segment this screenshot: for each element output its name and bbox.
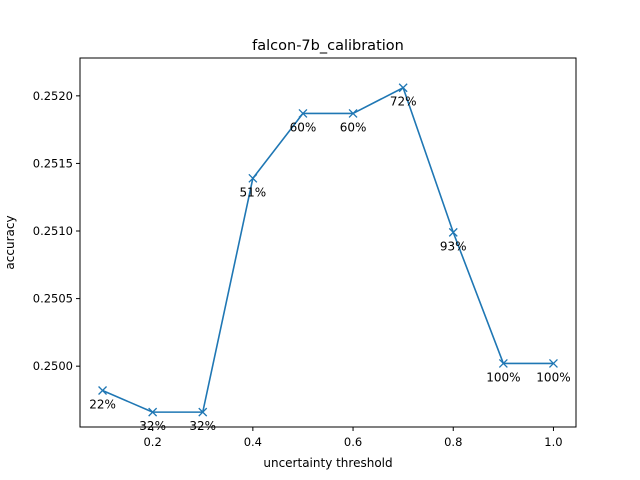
chart-title: falcon-7b_calibration — [252, 38, 404, 54]
data-point-marker — [398, 83, 408, 93]
data-label: 60% — [290, 120, 317, 134]
series-line — [102, 86, 554, 413]
data-label: 60% — [340, 120, 367, 134]
y-tick-label: 0.2505 — [33, 292, 73, 306]
x-tick-label: 0.4 — [244, 435, 262, 449]
data-point-marker — [348, 108, 358, 118]
x-tick-label: 0.6 — [344, 435, 362, 449]
data-point-marker — [498, 359, 508, 368]
data-label: 100% — [486, 370, 520, 384]
data-point-marker — [98, 386, 108, 395]
data-point-marker — [448, 227, 458, 237]
x-tick-label: 1.0 — [544, 435, 562, 449]
x-axis-label: uncertainty threshold — [263, 456, 392, 470]
data-label: 100% — [536, 370, 570, 384]
data-label: 93% — [440, 239, 467, 253]
plot-frame — [79, 57, 577, 428]
data-label: 72% — [390, 95, 417, 109]
data-label: 22% — [89, 398, 116, 412]
data-label: 32% — [189, 419, 216, 433]
data-point-marker — [148, 407, 158, 417]
data-label: 51% — [240, 185, 267, 199]
x-tick-label: 0.2 — [143, 435, 161, 449]
data-label: 32% — [139, 419, 166, 433]
y-tick-label: 0.2520 — [33, 89, 73, 103]
x-tick-label: 0.8 — [444, 435, 462, 449]
y-axis-label: accuracy — [3, 215, 17, 269]
data-point-marker — [548, 359, 558, 368]
data-point-marker — [248, 173, 258, 183]
y-tick-label: 0.2500 — [33, 359, 73, 373]
data-point-marker — [198, 407, 208, 417]
data-point-marker — [298, 108, 308, 118]
plot-area: 0.2 0.4 0.6 0.8 1.0 0.2500 0.2505 0.2510 0.2515 0… — [33, 83, 571, 449]
y-tick-label: 0.2510 — [33, 224, 73, 238]
y-tick-label: 0.2515 — [33, 156, 73, 170]
